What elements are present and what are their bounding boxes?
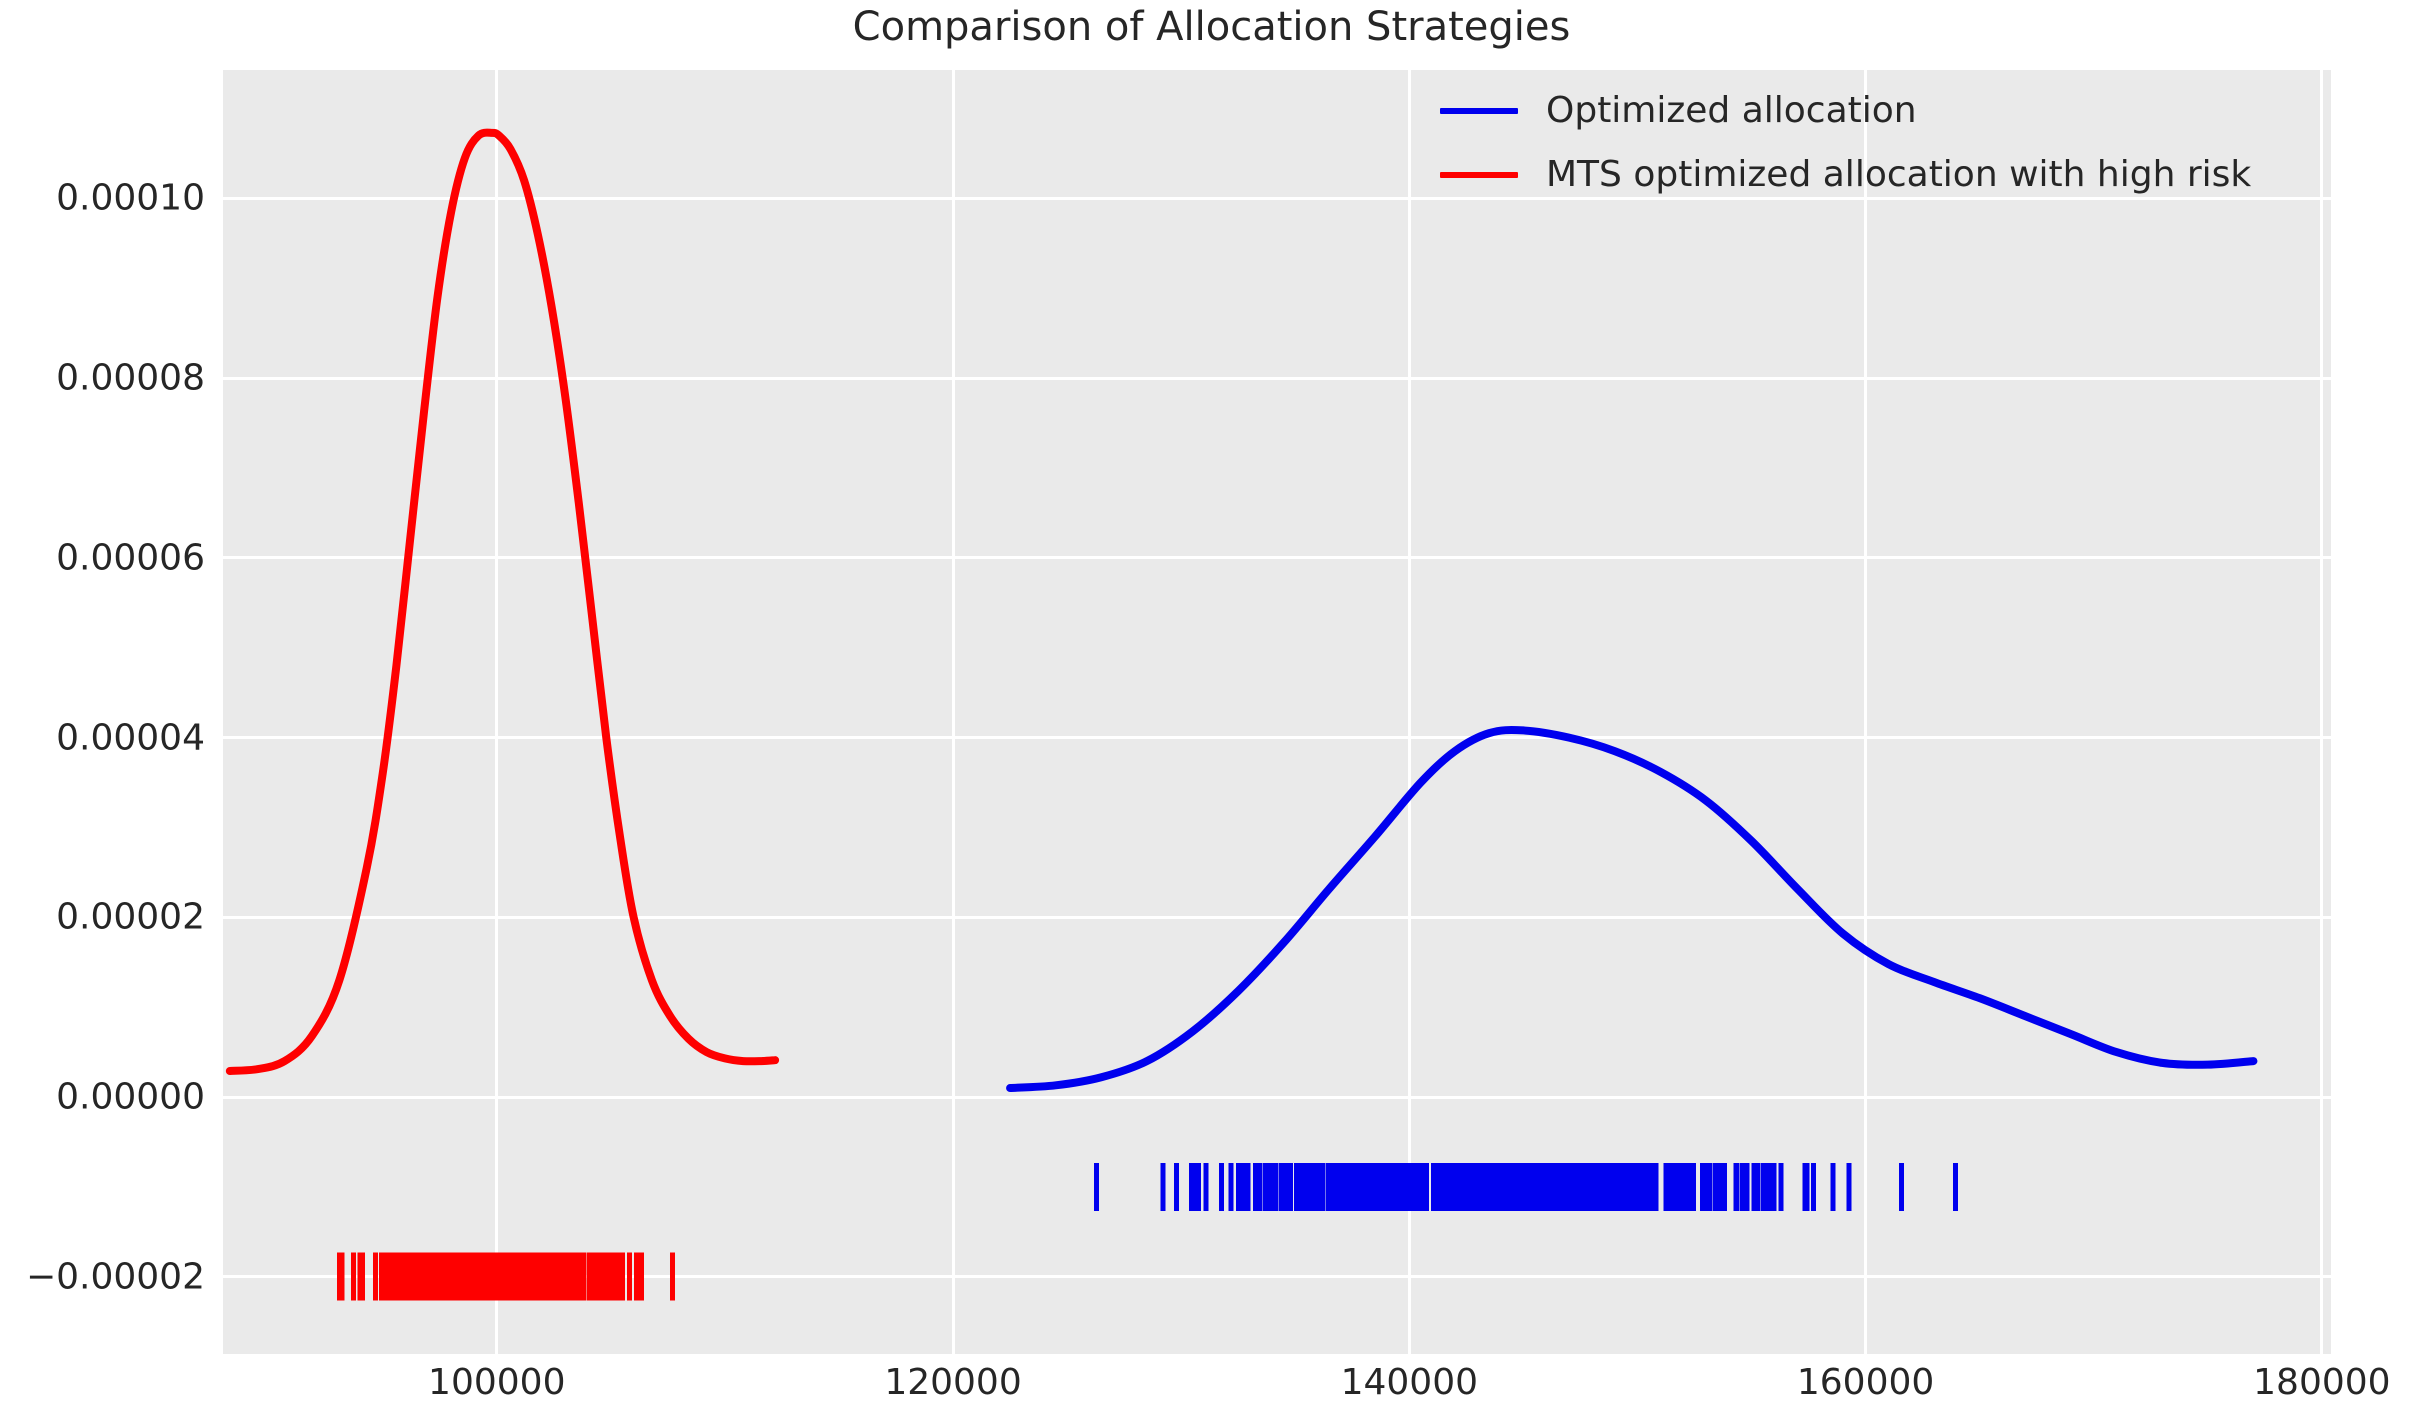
page-title: Comparison of Allocation Strategies	[852, 4, 1571, 50]
gridline-horizontal	[223, 1095, 2331, 1099]
x-axis-tick-label: 160000	[1796, 1362, 1935, 1403]
y-axis-tick-label: 0.00006	[56, 537, 205, 579]
y-axis-tick-label: 0.00000	[56, 1076, 205, 1118]
y-axis-tick-label: 0.00004	[56, 717, 205, 759]
legend-item-label: MTS optimized allocation with high risk	[1546, 154, 2252, 195]
gridline-vertical	[951, 70, 955, 1354]
y-axis-tick-label: 0.00008	[56, 357, 205, 399]
rug-plot	[337, 1252, 676, 1301]
x-axis-tick-label: 120000	[884, 1362, 1022, 1403]
gridline-horizontal	[223, 376, 2331, 380]
y-axis-tick-label: 0.00010	[56, 177, 205, 219]
y-axis-tick-label: −0.00002	[25, 1256, 205, 1298]
legend-item[interactable]: MTS optimized allocation with high risk	[1440, 152, 2320, 198]
gridline-horizontal	[223, 196, 2331, 200]
gridline-horizontal	[223, 736, 2331, 740]
gridline-vertical	[1407, 70, 1411, 1354]
legend-item-label: Optimized allocation	[1546, 90, 1917, 131]
gridline-horizontal	[223, 915, 2331, 919]
x-axis-tick-label: 140000	[1340, 1362, 1479, 1403]
chart-legend[interactable]: Optimized allocation MTS optimized alloca…	[1440, 88, 2320, 198]
x-axis-tick-label: 100000	[428, 1362, 566, 1403]
gridline-vertical	[1864, 70, 1868, 1354]
plot-area	[223, 70, 2331, 1354]
gridline-horizontal	[223, 556, 2331, 560]
y-axis-tick-label: 0.00002	[56, 896, 205, 938]
legend-line-icon	[1440, 172, 1518, 178]
legend-line-icon	[1440, 108, 1518, 114]
gridline-horizontal	[223, 1275, 2331, 1279]
density-curves-layer	[225, 128, 2258, 1093]
gridline-vertical	[495, 70, 499, 1354]
x-axis-tick-label: 180000	[2253, 1362, 2391, 1403]
density-curve	[225, 128, 780, 1075]
legend-item[interactable]: Optimized allocation	[1440, 88, 2320, 134]
gridline-vertical	[2320, 70, 2324, 1354]
rug-plot-layer	[337, 1162, 1958, 1301]
rug-plot	[1094, 1162, 1958, 1211]
density-curve	[1006, 726, 2258, 1093]
